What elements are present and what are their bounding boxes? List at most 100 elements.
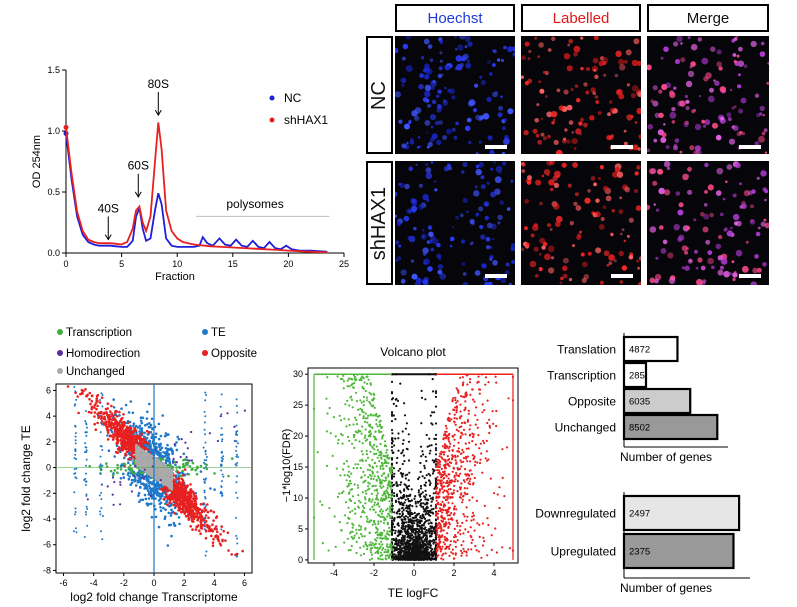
data-point xyxy=(134,452,138,456)
cell-spot xyxy=(663,161,671,168)
data-point xyxy=(140,482,143,486)
data-point xyxy=(178,477,181,480)
data-point xyxy=(392,414,395,417)
data-point xyxy=(434,453,438,456)
cell-spot xyxy=(673,41,679,47)
cell-spot xyxy=(593,182,597,187)
data-point xyxy=(177,437,181,441)
data-point xyxy=(178,522,181,526)
data-point xyxy=(136,473,140,476)
cell-spot xyxy=(430,161,434,164)
data-point xyxy=(390,499,394,502)
cell-spot xyxy=(653,203,656,206)
data-point xyxy=(116,447,120,451)
cell-spot xyxy=(398,244,402,248)
cell-spot xyxy=(444,64,451,71)
cell-spot xyxy=(495,165,503,173)
cell-spot xyxy=(626,114,633,121)
y-axis-label: log2 fold change TE xyxy=(19,425,33,532)
data-point xyxy=(156,464,160,467)
cell-spot xyxy=(430,86,435,90)
legend-label-nc: NC xyxy=(284,91,302,105)
data-point xyxy=(122,422,125,426)
data-point xyxy=(235,424,238,427)
cell-spot xyxy=(469,243,473,246)
data-point xyxy=(148,459,152,463)
data-point xyxy=(390,477,394,480)
data-point xyxy=(177,497,180,501)
data-point xyxy=(164,432,168,435)
hoechst-label: Hoechst xyxy=(427,9,483,27)
data-point xyxy=(420,455,423,458)
cell-spot xyxy=(539,88,545,94)
cell-spot xyxy=(573,51,578,57)
data-point xyxy=(86,524,89,527)
cell-spot xyxy=(720,116,724,121)
data-point xyxy=(186,458,189,462)
cell-spot xyxy=(572,162,578,168)
data-point xyxy=(402,508,405,512)
cell-spot xyxy=(451,95,456,100)
data-point xyxy=(403,402,406,405)
cell-spot xyxy=(704,119,711,126)
data-point xyxy=(148,425,152,429)
data-point xyxy=(235,430,238,433)
cell-spot xyxy=(594,211,601,218)
data-point xyxy=(167,456,170,459)
data-point xyxy=(86,507,89,510)
data-point xyxy=(193,502,197,506)
cell-spot xyxy=(718,66,723,71)
data-point xyxy=(429,541,432,544)
cell-spot xyxy=(661,132,667,138)
cell-spot xyxy=(750,281,757,285)
data-point xyxy=(205,459,208,462)
data-point xyxy=(139,498,143,502)
data-point xyxy=(394,532,397,535)
data-point xyxy=(395,461,398,464)
data-point xyxy=(143,463,147,466)
cell-spot xyxy=(413,226,417,231)
data-point xyxy=(434,477,437,480)
cell-spot xyxy=(527,180,531,185)
data-point xyxy=(434,443,438,446)
cell-spot xyxy=(429,58,434,62)
cell-spot xyxy=(705,239,711,245)
cell-spot xyxy=(464,45,468,48)
cell-spot xyxy=(729,88,733,92)
data-point xyxy=(199,532,202,535)
data-point xyxy=(73,491,76,494)
data-point xyxy=(220,413,223,416)
data-point xyxy=(202,478,205,481)
cell-spot xyxy=(459,213,464,218)
data-point xyxy=(419,445,423,448)
data-point xyxy=(72,530,75,533)
data-point xyxy=(90,405,94,409)
data-point xyxy=(157,470,161,473)
data-point xyxy=(204,506,207,508)
data-point xyxy=(105,420,108,424)
cell-spot xyxy=(425,172,433,180)
cell-spot xyxy=(532,128,538,134)
cell-spot xyxy=(433,180,437,183)
data-point xyxy=(73,457,76,460)
data-point xyxy=(130,446,134,449)
cell-spot xyxy=(587,251,592,256)
cell-spot xyxy=(521,55,526,61)
cell-spot xyxy=(573,201,578,206)
cell-spot xyxy=(684,250,689,255)
data-point xyxy=(222,455,225,458)
cell-spot xyxy=(492,63,496,67)
scale-bar xyxy=(611,145,633,149)
cell-spot xyxy=(408,209,412,213)
data-point xyxy=(74,435,77,438)
data-point xyxy=(108,410,112,413)
cell-spot xyxy=(598,224,605,230)
cell-spot xyxy=(691,109,696,114)
data-point xyxy=(390,555,394,558)
cell-spot xyxy=(755,231,761,237)
data-point xyxy=(85,434,88,437)
cell-spot xyxy=(687,166,692,172)
data-point xyxy=(402,439,405,442)
cell-spot xyxy=(446,128,452,135)
cell-spot xyxy=(571,131,574,134)
